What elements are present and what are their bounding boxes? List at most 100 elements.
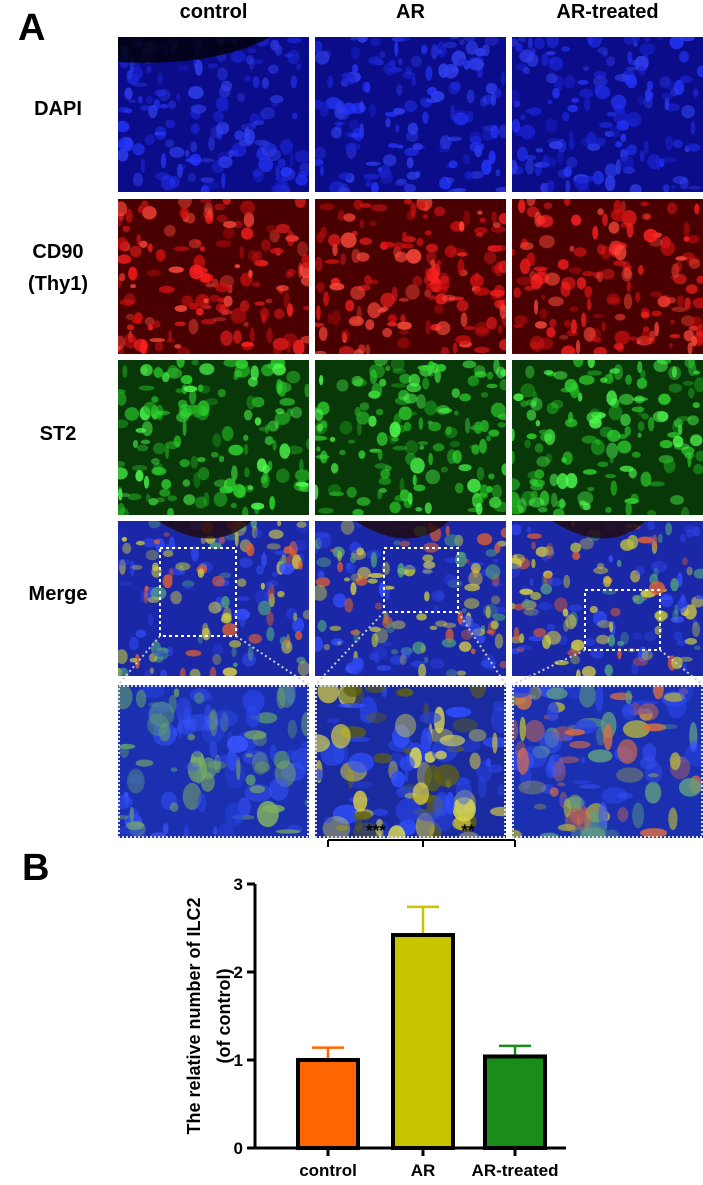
cell	[627, 50, 633, 63]
cell	[613, 260, 627, 267]
cell	[547, 577, 563, 587]
cell	[561, 345, 576, 354]
cell	[368, 364, 385, 379]
cell	[597, 208, 604, 216]
cell	[632, 397, 649, 402]
cell	[614, 244, 627, 261]
cell	[182, 580, 195, 588]
cell	[236, 92, 246, 102]
cell	[419, 712, 442, 724]
cell	[468, 570, 483, 587]
cell	[512, 428, 515, 442]
cell	[593, 75, 608, 87]
cell	[118, 667, 129, 676]
cell	[228, 149, 234, 158]
cell	[416, 237, 424, 247]
cell	[490, 225, 506, 233]
cell	[365, 161, 381, 166]
micrograph	[118, 685, 309, 838]
cell	[208, 136, 215, 151]
cell	[644, 761, 663, 784]
cell	[294, 199, 306, 209]
cell	[576, 277, 587, 290]
cell	[602, 829, 620, 838]
cell	[304, 799, 309, 806]
cell	[139, 240, 148, 248]
cell	[475, 492, 488, 500]
cell	[512, 829, 523, 838]
cell	[177, 715, 182, 739]
cell	[523, 598, 530, 608]
cell	[189, 389, 197, 405]
cell	[441, 638, 457, 648]
cell	[445, 426, 452, 435]
cell	[371, 204, 388, 212]
cell	[353, 199, 364, 210]
cell	[351, 64, 359, 73]
y-tick-label: 1	[234, 1051, 243, 1070]
cell	[272, 363, 286, 376]
cell	[367, 302, 382, 319]
cell	[433, 304, 444, 314]
cell	[520, 383, 536, 398]
cell	[671, 263, 680, 279]
cell	[625, 690, 633, 705]
cell	[145, 549, 159, 561]
cell	[669, 37, 684, 50]
cell	[565, 180, 571, 192]
cell	[256, 147, 267, 161]
cell	[548, 296, 564, 307]
cell	[394, 251, 408, 263]
cell	[165, 445, 170, 459]
cell	[497, 421, 506, 428]
cell	[639, 42, 656, 56]
cell	[177, 346, 191, 354]
cell	[252, 120, 265, 126]
cell	[587, 360, 595, 369]
cell	[185, 649, 202, 657]
cell	[380, 169, 393, 185]
cell	[378, 477, 392, 486]
cell	[275, 468, 290, 483]
cell	[489, 806, 506, 817]
cell	[344, 130, 354, 138]
cell	[546, 687, 568, 700]
cell	[598, 801, 608, 829]
cell	[416, 394, 426, 409]
cell	[391, 437, 400, 442]
cell	[204, 211, 214, 224]
cell	[350, 319, 362, 325]
cell	[544, 272, 560, 286]
cell	[453, 112, 469, 126]
cell	[209, 741, 218, 758]
cell	[215, 282, 231, 293]
cell	[422, 214, 429, 219]
cell	[474, 227, 488, 235]
cell	[564, 729, 586, 736]
cell	[142, 206, 157, 220]
cell	[331, 310, 341, 326]
cell	[549, 56, 556, 65]
cell	[679, 534, 686, 543]
cell	[624, 426, 632, 437]
cell	[491, 211, 497, 224]
cell	[252, 252, 257, 266]
cell	[445, 706, 472, 718]
cell	[254, 139, 269, 146]
cell	[242, 689, 265, 714]
cell	[248, 633, 262, 644]
micrographs	[117, 37, 703, 838]
cell	[173, 246, 190, 252]
cell	[438, 284, 448, 295]
cell	[577, 392, 583, 402]
cell	[524, 720, 545, 743]
cell	[190, 141, 198, 153]
cell	[393, 242, 406, 250]
cell	[486, 371, 494, 380]
cell	[672, 609, 679, 622]
cell	[327, 484, 342, 496]
cell	[240, 200, 255, 215]
cell	[607, 634, 616, 647]
cell	[316, 446, 321, 452]
cell	[221, 426, 234, 442]
